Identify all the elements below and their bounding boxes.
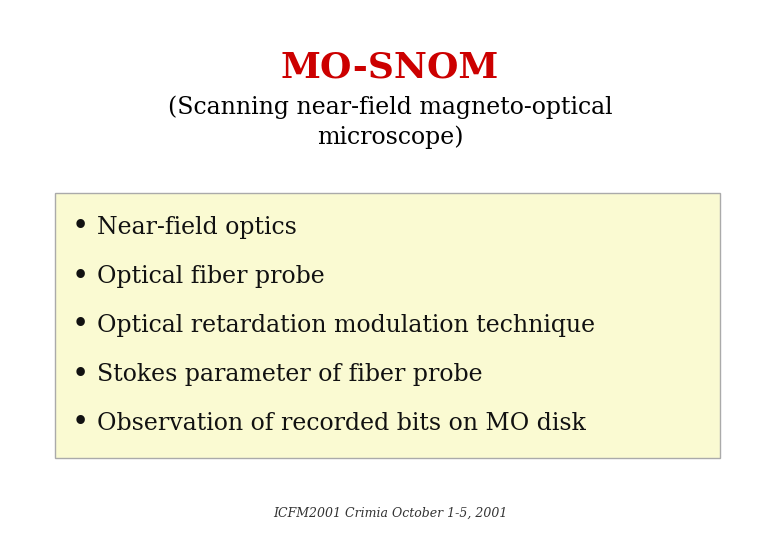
Text: •: • [72,361,89,388]
Text: (Scanning near-field magneto-optical
microscope): (Scanning near-field magneto-optical mic… [168,95,612,150]
Text: Near-field optics: Near-field optics [97,216,297,239]
Text: Stokes parameter of fiber probe: Stokes parameter of fiber probe [97,363,483,386]
Text: •: • [72,409,89,437]
Text: ICFM2001 Crimia October 1-5, 2001: ICFM2001 Crimia October 1-5, 2001 [273,507,507,520]
Text: Optical retardation modulation technique: Optical retardation modulation technique [97,314,595,337]
Text: Optical fiber probe: Optical fiber probe [97,265,324,288]
FancyBboxPatch shape [55,193,720,458]
Text: Observation of recorded bits on MO disk: Observation of recorded bits on MO disk [97,412,586,435]
Text: MO-SNOM: MO-SNOM [281,50,499,84]
Text: •: • [72,262,89,291]
Text: •: • [72,312,89,340]
Text: •: • [72,213,89,241]
